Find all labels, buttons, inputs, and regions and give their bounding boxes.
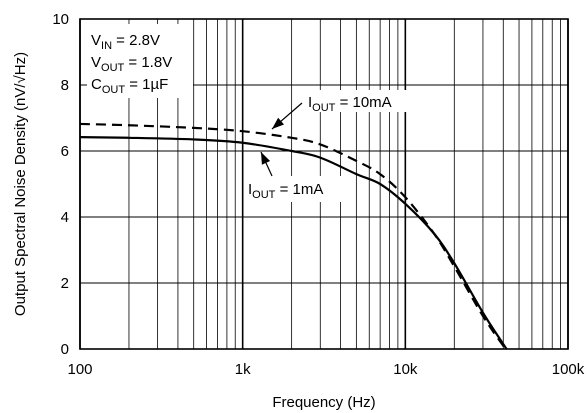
- label-background: [305, 90, 421, 112]
- arrow-iout-10ma-head: [272, 117, 285, 129]
- y-tick-label: 4: [61, 209, 69, 226]
- series-line-iout-10ma: [79, 122, 508, 351]
- y-tick-label: 10: [52, 11, 69, 28]
- series-labels: IOUT = 10mA IOUT = 1mA: [245, 90, 421, 202]
- y-tick-label: 2: [61, 275, 69, 292]
- tick-labels: 100 1k 10k 100k 0 2 4 6 8 10: [52, 11, 584, 378]
- condition-cout: COUT = 1µF: [91, 76, 168, 96]
- conditions-background: [87, 24, 193, 98]
- y-axis-label: Output Spectral Noise Density (nV/√Hz): [12, 52, 29, 316]
- condition-vin: VIN = 2.8V: [91, 32, 160, 52]
- y-tick-label: 6: [61, 143, 69, 160]
- series-label-iout-1ma: IOUT = 1mA: [248, 181, 323, 201]
- x-axis-label: Frequency (Hz): [272, 394, 375, 411]
- condition-vout: VOUT = 1.8V: [91, 54, 172, 74]
- y-tick-label: 8: [61, 77, 69, 94]
- arrow-iout-1ma-head: [261, 152, 271, 165]
- x-tick-label: 1k: [235, 361, 251, 378]
- series-line-iout-1ma: [79, 136, 508, 350]
- x-tick-label: 10k: [393, 361, 418, 378]
- series-label-iout-10ma: IOUT = 10mA: [308, 94, 392, 114]
- label-background: [245, 176, 349, 202]
- x-tick-label: 100: [67, 361, 92, 378]
- chart-series: [79, 122, 508, 351]
- y-tick-label: 0: [61, 341, 69, 358]
- x-tick-label: 100k: [552, 361, 585, 378]
- plot-border: [79, 18, 569, 350]
- plot-frame: [79, 18, 569, 350]
